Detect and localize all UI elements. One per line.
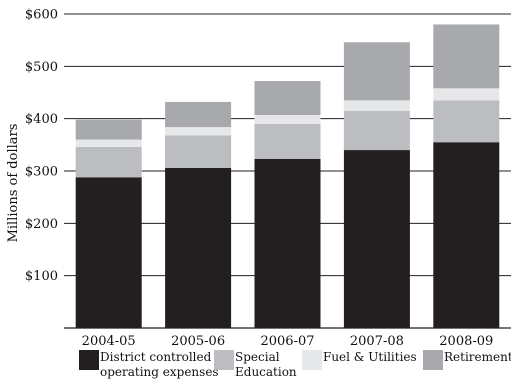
legend-swatch (302, 350, 322, 370)
x-tick-label: 2008-09 (439, 334, 493, 349)
bar-segment-district-controlled-operating-expenses (254, 158, 321, 328)
y-tick-label: $100 (25, 269, 58, 284)
legend-swatch (423, 350, 443, 370)
legend-label: Fuel & Utilities (323, 350, 417, 364)
y-tick-label: $300 (25, 165, 58, 180)
bar-segment-retirement (75, 119, 142, 140)
bar-segment-retirement (343, 42, 410, 101)
y-tick-label: $600 (25, 8, 58, 23)
legend-label: operating expenses (100, 365, 219, 379)
bar-segment-special-education (75, 146, 142, 178)
bar-segment-retirement (254, 80, 321, 116)
bars (75, 24, 500, 328)
legend-label: Education (235, 365, 297, 379)
legend-label: Retirement (444, 350, 511, 364)
x-tick-label: 2006-07 (260, 334, 314, 349)
legend-label: Special (235, 350, 280, 364)
bar-segment-fuel-utilities (343, 100, 410, 111)
bar-segment-fuel-utilities (75, 139, 142, 147)
legend-swatch (214, 350, 234, 370)
y-axis-ticks: $100 $200 $300 $400 $500 $600 (25, 8, 58, 285)
y-tick-label: $500 (25, 60, 58, 75)
bar-segment-special-education (165, 135, 232, 168)
bar-segment-special-education (343, 110, 410, 151)
legend-swatch (79, 350, 99, 370)
bar-segment-district-controlled-operating-expenses (433, 142, 500, 328)
bar-segment-special-education (254, 123, 321, 159)
y-tick-label: $400 (25, 112, 58, 127)
legend-label: District controlled (100, 350, 212, 364)
bar-segment-district-controlled-operating-expenses (75, 177, 142, 328)
bar-segment-retirement (165, 101, 232, 128)
bar-segment-fuel-utilities (433, 88, 500, 101)
y-tick-label: $200 (25, 217, 58, 232)
bar-segment-fuel-utilities (254, 115, 321, 124)
x-tick-label: 2007-08 (350, 334, 404, 349)
y-axis-label: Millions of dollars (6, 124, 21, 243)
bar-segment-special-education (433, 100, 500, 143)
bar-segment-district-controlled-operating-expenses (343, 150, 410, 328)
x-tick-label: 2004-05 (82, 334, 136, 349)
x-axis-ticks: 2004-05 2005-06 2006-07 2007-08 2008-09 (82, 334, 494, 349)
bar-segment-fuel-utilities (165, 127, 232, 136)
bar-segment-district-controlled-operating-expenses (165, 167, 232, 328)
x-tick-label: 2005-06 (171, 334, 225, 349)
bar-segment-retirement (433, 24, 500, 89)
